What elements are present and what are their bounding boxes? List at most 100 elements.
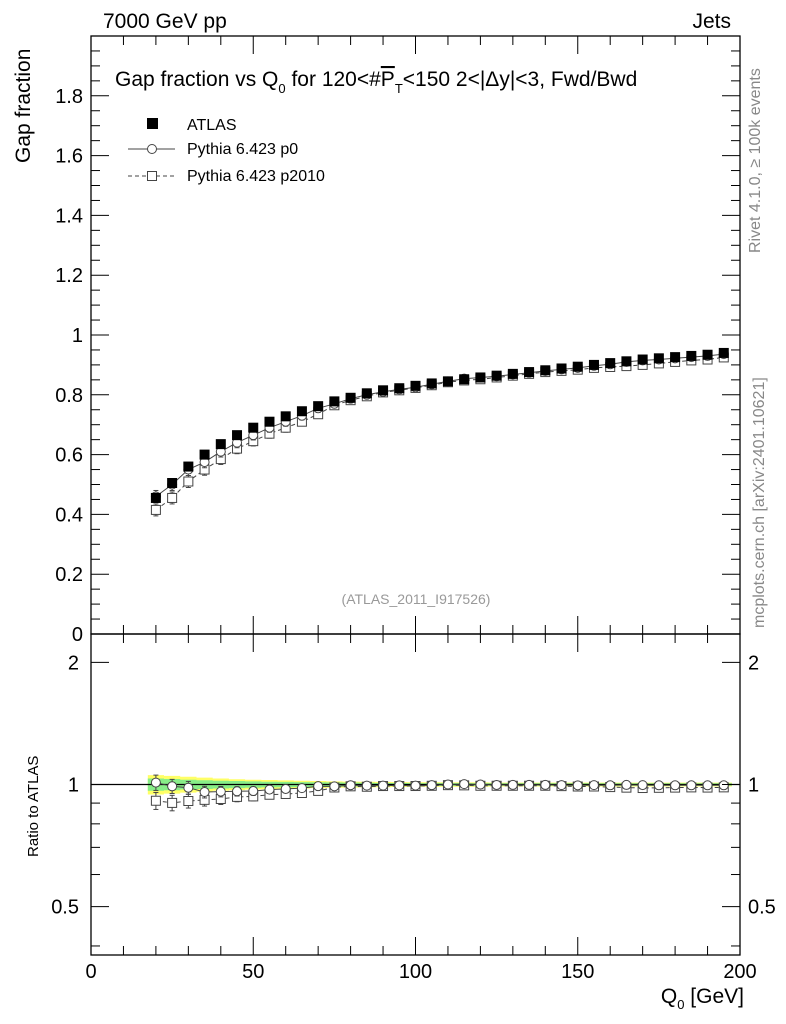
legend: ATLAS Pythia 6.423 p0 Pythia 6.423 p2010 — [128, 117, 325, 185]
p0-ratio-point-7 — [264, 784, 275, 795]
atlas-point-23 — [524, 367, 535, 378]
ratio-y-axis-title: Ratio to ATLAS — [25, 756, 42, 857]
x-tick-label-2: 100 — [399, 961, 432, 983]
legend-label-p2010: Pythia 6.423 p2010 — [187, 168, 325, 185]
p0-ratio-point-6 — [248, 786, 259, 797]
ratio-tick-label-left-0: 0.5 — [51, 897, 79, 919]
p2010-point-1 — [167, 492, 178, 503]
atlas-point-9 — [296, 406, 307, 417]
y-tick-label-5: 1 — [72, 325, 83, 347]
y-tick-label-8: 1.6 — [55, 146, 83, 168]
atlas-point-12 — [345, 392, 356, 403]
atlas-point-2 — [183, 461, 194, 472]
p0-ratio-point-2 — [183, 782, 194, 793]
p0-ratio-point-8 — [280, 783, 291, 794]
atlas-point-35 — [718, 347, 729, 358]
p0-ratio-point-27 — [588, 780, 599, 791]
atlas-point-7 — [264, 416, 275, 427]
ratio-tick-label-right-1: 1 — [748, 775, 759, 797]
atlas-point-4 — [215, 439, 226, 450]
atlas-point-13 — [361, 388, 372, 399]
legend-marker-atlas — [147, 118, 158, 129]
y-tick-label-9: 1.8 — [55, 86, 83, 108]
p0-ratio-point-17 — [426, 780, 437, 791]
p0-ratio-point-19 — [459, 779, 470, 790]
ratio-tick-label-left-2: 2 — [68, 652, 79, 674]
atlas-point-27 — [588, 359, 599, 370]
header-right: Jets — [692, 10, 731, 33]
legend-label-p0: Pythia 6.423 p0 — [187, 141, 298, 158]
atlas-point-22 — [507, 368, 518, 379]
atlas-point-10 — [313, 401, 324, 412]
p0-ratio-point-0 — [150, 777, 161, 788]
p0-ratio-point-31 — [653, 780, 664, 791]
p0-ratio-point-14 — [378, 780, 389, 791]
atlas-point-8 — [280, 411, 291, 422]
series-line-1 — [155, 353, 724, 497]
p0-ratio-point-16 — [410, 780, 421, 791]
p0-ratio-point-32 — [670, 780, 681, 791]
y-tick-label-1: 0.2 — [55, 564, 83, 586]
atlas-point-25 — [556, 363, 567, 374]
p0-ratio-point-28 — [605, 780, 616, 791]
atlas-point-30 — [637, 354, 648, 365]
p0-ratio-point-26 — [572, 780, 583, 791]
header-left: 7000 GeV pp — [103, 10, 227, 33]
atlas-point-3 — [199, 449, 210, 460]
p0-ratio-point-13 — [361, 780, 372, 791]
legend-marker-p2010 — [147, 171, 157, 181]
p0-ratio-point-4 — [215, 786, 226, 797]
atlas-point-24 — [540, 365, 551, 376]
atlas-point-6 — [248, 422, 259, 433]
p0-ratio-point-25 — [556, 780, 567, 791]
atlas-point-0 — [150, 492, 161, 503]
atlas-point-29 — [621, 356, 632, 367]
p0-ratio-point-18 — [442, 779, 453, 790]
ratio-tick-label-right-0: 0.5 — [748, 897, 776, 919]
mcplots-label: mcplots.cern.ch [arXiv:2401.10621] — [751, 377, 768, 628]
p0-ratio-point-9 — [296, 783, 307, 794]
x-tick-label-3: 150 — [561, 961, 594, 983]
atlas-point-26 — [572, 361, 583, 372]
p2010-point-0 — [150, 504, 161, 515]
x-tick-label-0: 0 — [85, 961, 96, 983]
atlas-point-33 — [686, 350, 697, 361]
legend-marker-p0 — [147, 144, 157, 154]
ratio-tick-label-right-2: 2 — [748, 652, 759, 674]
p0-ratio-point-29 — [621, 779, 632, 790]
p0-ratio-point-11 — [329, 781, 340, 792]
rivet-label: Rivet 4.1.0, ≥ 100k events — [747, 68, 764, 253]
p0-ratio-point-23 — [524, 779, 535, 790]
y-tick-label-0: 0 — [72, 624, 83, 646]
atlas-point-1 — [167, 478, 178, 489]
atlas-point-11 — [329, 396, 340, 407]
y-tick-label-7: 1.4 — [55, 205, 83, 227]
atlas-point-16 — [410, 380, 421, 391]
p0-ratio-point-10 — [313, 781, 324, 792]
atlas-point-14 — [378, 385, 389, 396]
y-tick-label-3: 0.6 — [55, 445, 83, 467]
p0-ratio-point-24 — [540, 779, 551, 790]
atlas-point-20 — [475, 372, 486, 383]
p2010-ratio-point-0 — [150, 795, 161, 806]
p0-ratio-point-5 — [232, 786, 243, 797]
atlas-point-18 — [442, 376, 453, 387]
atlas-point-5 — [232, 430, 243, 441]
p0-ratio-point-12 — [345, 780, 356, 791]
p0-ratio-point-35 — [718, 780, 729, 791]
y-tick-label-2: 0.4 — [55, 504, 83, 526]
p0-ratio-point-33 — [686, 780, 697, 791]
atlas-point-31 — [653, 353, 664, 364]
atlas-point-21 — [491, 370, 502, 381]
atlas-point-15 — [394, 383, 405, 394]
x-tick-label-1: 50 — [242, 961, 264, 983]
p0-ratio-point-34 — [702, 780, 713, 791]
y-axis-title: Gap fraction — [12, 49, 35, 163]
legend-label-atlas: ATLAS — [187, 117, 237, 134]
p0-ratio-point-3 — [199, 787, 210, 798]
title-pbar: P — [381, 68, 395, 91]
p0-ratio-point-20 — [475, 779, 486, 790]
analysis-id: (ATLAS_2011_I917526) — [342, 591, 491, 607]
atlas-point-28 — [605, 358, 616, 369]
